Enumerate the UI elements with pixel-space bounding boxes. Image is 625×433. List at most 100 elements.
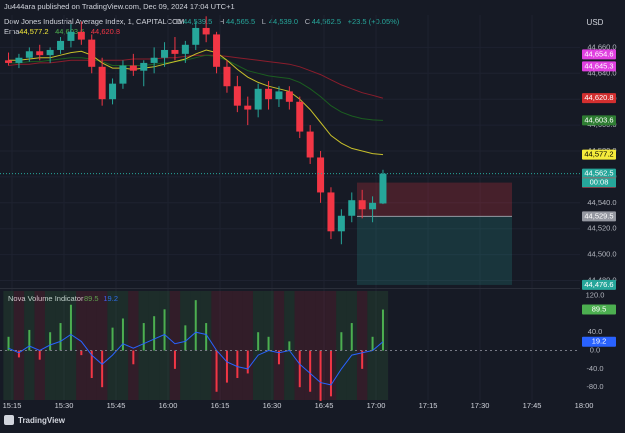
volume-bar: [246, 350, 249, 374]
volume-bar: [361, 350, 364, 369]
volume-bar: [121, 318, 124, 351]
x-tick-label: 16:00: [159, 401, 178, 410]
volume-band: [76, 291, 87, 400]
candle-body: [46, 49, 54, 56]
candle-body: [67, 31, 75, 41]
axes: 44,660.044,640.044,620.044,600.044,580.0…: [3, 42, 617, 410]
candle-body: [192, 27, 200, 45]
volume-band: [169, 291, 181, 400]
volume-bar: [236, 350, 239, 379]
price-label-box: [582, 115, 616, 126]
candle-body: [77, 31, 85, 40]
candle-body: [213, 34, 221, 67]
volume-bar: [17, 350, 20, 358]
candle-body: [275, 91, 283, 100]
x-tick-label: 17:15: [419, 401, 438, 410]
x-tick-label: 16:15: [211, 401, 230, 410]
legend-item: H: [219, 17, 224, 26]
candle-body: [317, 157, 325, 193]
price-label-box: [582, 168, 616, 179]
currency: USD: [587, 18, 604, 27]
volume-bar: [205, 323, 208, 351]
candle-body: [285, 91, 293, 102]
volume-bar: [319, 350, 322, 401]
candle-body: [233, 86, 241, 106]
volume-bar: [69, 304, 72, 351]
volume-bar: [277, 350, 280, 365]
y-tick-label: 0.0: [590, 346, 600, 355]
volume-bar: [80, 350, 83, 356]
candle-body: [36, 51, 44, 56]
volume-bar: [28, 329, 31, 351]
x-tick-label: 17:30: [471, 401, 490, 410]
volume-bar: [309, 350, 312, 392]
candle-body: [88, 39, 96, 67]
volume-bar: [7, 336, 10, 351]
volume-band: [232, 291, 243, 400]
volume-bar: [38, 350, 41, 360]
y-tick-label: -80.0: [586, 382, 603, 391]
main-pane: Dow Jones Industrial Average Index, 1, C…: [0, 15, 585, 400]
legend-item: 44,577.2: [19, 27, 48, 36]
candle-body: [254, 88, 262, 110]
byline: Ju444ara published on TradingView.com, D…: [4, 2, 235, 11]
price-label-box: [582, 279, 616, 290]
candle-body: [15, 57, 23, 63]
legend-item: L: [262, 17, 266, 26]
volume-bar: [371, 336, 374, 351]
candle-body: [25, 51, 33, 58]
volume-band: [304, 291, 316, 400]
volume-bar: [184, 325, 187, 351]
countdown: 00:08: [590, 178, 609, 187]
candle-body: [119, 65, 127, 84]
volume-band: [221, 291, 233, 400]
volume-bar: [49, 332, 52, 351]
candle-body: [171, 49, 179, 54]
volume-bar: [101, 350, 104, 388]
candle-body: [296, 101, 304, 132]
volume-bar: [350, 323, 353, 351]
countdown-box: [582, 178, 616, 188]
volume-bar: [153, 316, 156, 351]
price-label-box: [582, 61, 616, 72]
price-label-box: [582, 336, 616, 347]
price-label: 44,603.6: [584, 115, 613, 124]
legend-title: Dow Jones Industrial Average Index, 1, C…: [4, 17, 184, 26]
volume-band: [315, 291, 326, 400]
candle-body: [223, 66, 231, 87]
candle-body: [109, 83, 117, 100]
volume-bar: [298, 350, 301, 388]
volume-band: [34, 291, 45, 400]
y-tick-label: 44,500.0: [587, 250, 616, 259]
volume-band: [86, 291, 97, 400]
candle-body: [129, 65, 137, 71]
candle-body: [202, 27, 210, 35]
moving-average: [8, 54, 384, 99]
price-label-box: [582, 93, 616, 104]
volume-bar: [163, 309, 166, 351]
price-label: 44,645.3: [584, 61, 613, 70]
legend-item: 44,539.0: [269, 17, 298, 26]
volume-bar: [111, 327, 114, 351]
volume-bar: [215, 350, 218, 392]
legend-item: 44,620.8: [91, 27, 120, 36]
candle-body: [358, 200, 366, 210]
volume-band: [294, 291, 305, 400]
indicator-title: Nova Volume Indicator: [8, 294, 84, 303]
legend-item: 19.2: [103, 294, 118, 303]
volume-band: [13, 291, 25, 400]
y-tick-label: 44,640.0: [587, 68, 616, 77]
brand: TradingView: [18, 416, 66, 425]
candle-body: [5, 60, 13, 63]
candle-body: [181, 44, 189, 54]
price-label: 44,620.8: [584, 93, 613, 102]
volume-bar: [267, 336, 270, 351]
x-tick-label: 16:30: [263, 401, 282, 410]
y-tick-label: 40.0: [588, 327, 603, 336]
candle-body: [337, 215, 345, 232]
legend-item: 44,539.5: [183, 17, 212, 26]
legend-item: 44,565.5: [226, 17, 255, 26]
volume-band: [96, 291, 108, 400]
candle-body: [57, 40, 65, 50]
